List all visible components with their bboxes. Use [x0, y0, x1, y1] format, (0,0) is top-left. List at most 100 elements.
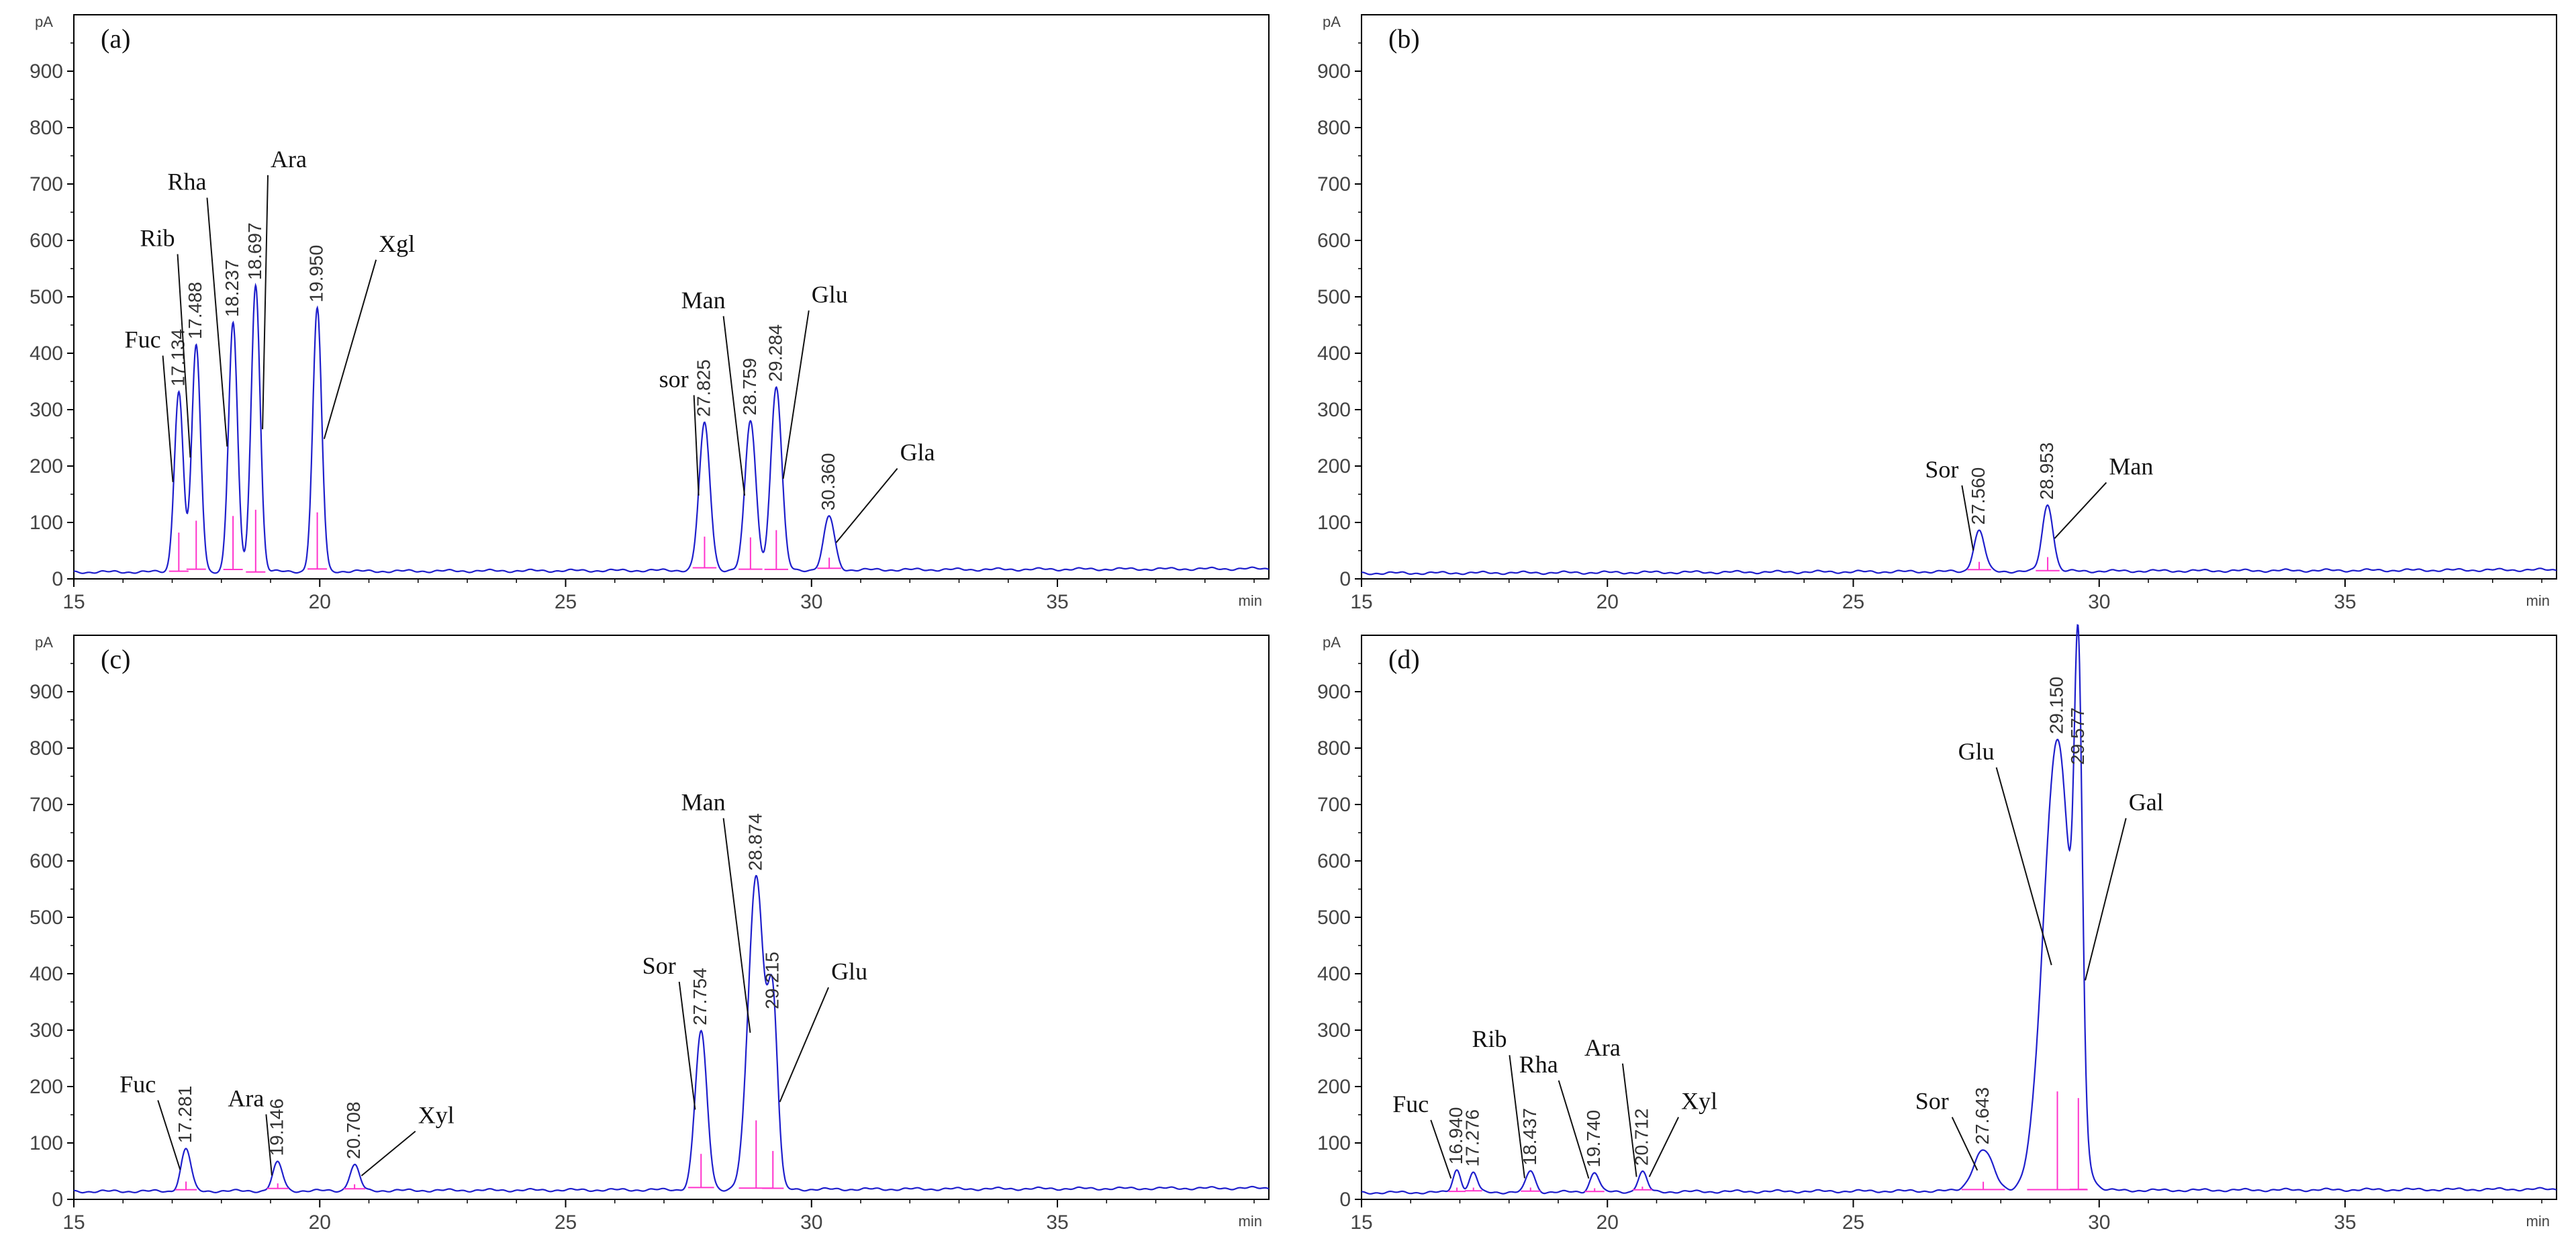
- y-tick-label: 700: [30, 794, 63, 816]
- x-tick-label: 20: [1596, 591, 1619, 613]
- retention-time-label: 27.560: [1968, 467, 1989, 525]
- retention-time-label: 29.150: [2046, 676, 2067, 734]
- x-tick-label: 15: [1350, 591, 1372, 613]
- x-unit: min: [2526, 592, 2550, 609]
- y-unit: pA: [35, 13, 53, 30]
- y-tick-label: 200: [1317, 1076, 1351, 1098]
- chromatogram-a-svg: 0 100 200 300 400 500 600 700 800 900 pA 15 20 25 30 35…: [30, 13, 1270, 613]
- retention-time-label: 27.643: [1972, 1087, 1993, 1145]
- x-tick-label: 25: [1842, 591, 1864, 613]
- chromatogram-trace: [74, 282, 1270, 574]
- x-tick-label: 20: [1596, 1211, 1619, 1234]
- retention-time-label: 17.488: [185, 282, 205, 340]
- component-label: Ara: [271, 146, 307, 173]
- retention-time-label: 18.437: [1519, 1108, 1540, 1166]
- x-tick-label: 30: [800, 591, 822, 613]
- y-tick-label: 600: [1317, 850, 1351, 872]
- retention-time-label: 17.276: [1462, 1109, 1483, 1167]
- x-tick-label: 35: [2334, 591, 2356, 613]
- y-tick-label: 500: [30, 907, 63, 929]
- y-tick-label: 100: [1317, 512, 1351, 534]
- x-tick-label: 30: [2088, 1211, 2110, 1234]
- callout-line: [722, 316, 746, 496]
- x-tick-label: 25: [1842, 1211, 1864, 1234]
- callout-line: [1961, 485, 1974, 551]
- y-tick-label: 400: [30, 342, 63, 365]
- callout-line: [206, 197, 228, 447]
- y-tick-label: 400: [1317, 963, 1351, 985]
- plot-frame: [1361, 635, 2557, 1200]
- component-label: Glu: [1958, 738, 1995, 765]
- y-tick-label: 0: [1339, 568, 1351, 590]
- chromatogram-b-svg: 0 100 200 300 400 500 600 700 800 900 pA 15 20 25 30 35…: [1317, 13, 2557, 613]
- callout-line: [1648, 1117, 1680, 1177]
- y-tick-label: 0: [52, 1189, 63, 1211]
- callout-line: [262, 175, 269, 430]
- x-tick-label: 15: [62, 591, 85, 613]
- component-label: Man: [2109, 453, 2153, 480]
- plot-frame: [73, 635, 1270, 1200]
- component-label: Xgl: [379, 230, 415, 257]
- component-label: sor: [659, 365, 689, 392]
- callout-line: [177, 254, 191, 458]
- x-unit: min: [1239, 592, 1262, 609]
- callout-line: [323, 259, 377, 439]
- y-tick-label: 700: [1317, 173, 1351, 195]
- y-unit: pA: [1323, 634, 1341, 651]
- y-tick-label: 700: [30, 173, 63, 195]
- retention-time-label: 17.281: [175, 1086, 195, 1144]
- component-label: Xyl: [1681, 1088, 1717, 1115]
- retention-time-label: 29.215: [761, 952, 782, 1009]
- callout-line: [1951, 1117, 1978, 1171]
- chromatogram-d-svg: 0 100 200 300 400 500 600 700 800 900 pA 15 20 25 30 35…: [1317, 624, 2557, 1234]
- retention-time-label: 19.740: [1583, 1110, 1604, 1168]
- component-label: Gla: [900, 439, 935, 466]
- y-tick-label: 800: [1317, 117, 1351, 139]
- panel-label-d: (d): [1388, 644, 1420, 674]
- retention-time-label: 29.284: [765, 324, 785, 382]
- y-tick-label: 100: [30, 1132, 63, 1154]
- callout-line: [1995, 767, 2052, 966]
- x-tick-label: 35: [2334, 1211, 2356, 1234]
- component-label: Sor: [642, 952, 676, 979]
- x-tick-label: 25: [555, 591, 577, 613]
- y-tick-label: 600: [30, 230, 63, 252]
- x-tick-label: 35: [1046, 591, 1068, 613]
- y-tick-label: 800: [30, 737, 63, 760]
- y-tick-label: 200: [1317, 455, 1351, 477]
- y-tick-label: 400: [30, 963, 63, 985]
- retention-time-label: 19.950: [306, 245, 327, 303]
- callout-line: [265, 1114, 273, 1176]
- component-label: Man: [681, 788, 726, 815]
- y-tick-label: 900: [1317, 60, 1351, 83]
- callout-line: [779, 987, 829, 1103]
- y-tick-label: 300: [1317, 1019, 1351, 1042]
- chromatogram-c-svg: 0 100 200 300 400 500 600 700 800 900 pA 15 20 25 30 35…: [30, 634, 1270, 1234]
- callout-line: [157, 1100, 181, 1170]
- panel-label-b: (b): [1388, 24, 1420, 54]
- x-unit: min: [1239, 1213, 1262, 1230]
- retention-time-label: 28.874: [745, 813, 765, 871]
- y-tick-label: 100: [30, 512, 63, 534]
- component-label: Gal: [2129, 788, 2164, 815]
- retention-time-label: 30.360: [818, 453, 839, 511]
- retention-time-label: 18.697: [244, 222, 265, 280]
- y-tick-label: 800: [30, 117, 63, 139]
- chromatogram-panel-a: 0 100 200 300 400 500 600 700 800 900 pA 15 20 25 30 35…: [0, 0, 1288, 620]
- callout-line: [722, 818, 751, 1033]
- component-label: Fuc: [1392, 1091, 1429, 1117]
- callout-line: [1558, 1080, 1590, 1179]
- y-tick-label: 700: [1317, 794, 1351, 816]
- x-tick-label: 35: [1046, 1211, 1068, 1234]
- retention-time-label: 28.759: [739, 358, 760, 416]
- y-tick-label: 200: [30, 1076, 63, 1098]
- plot-frame: [73, 14, 1270, 580]
- callout-line: [693, 395, 700, 496]
- x-tick-label: 30: [2088, 591, 2110, 613]
- callout-line: [782, 310, 810, 479]
- component-label: Fuc: [120, 1070, 156, 1097]
- chromatogram-trace: [1362, 624, 2557, 1195]
- component-label: Ara: [228, 1085, 264, 1111]
- y-tick-label: 600: [1317, 230, 1351, 252]
- retention-time-label: 18.237: [222, 259, 242, 317]
